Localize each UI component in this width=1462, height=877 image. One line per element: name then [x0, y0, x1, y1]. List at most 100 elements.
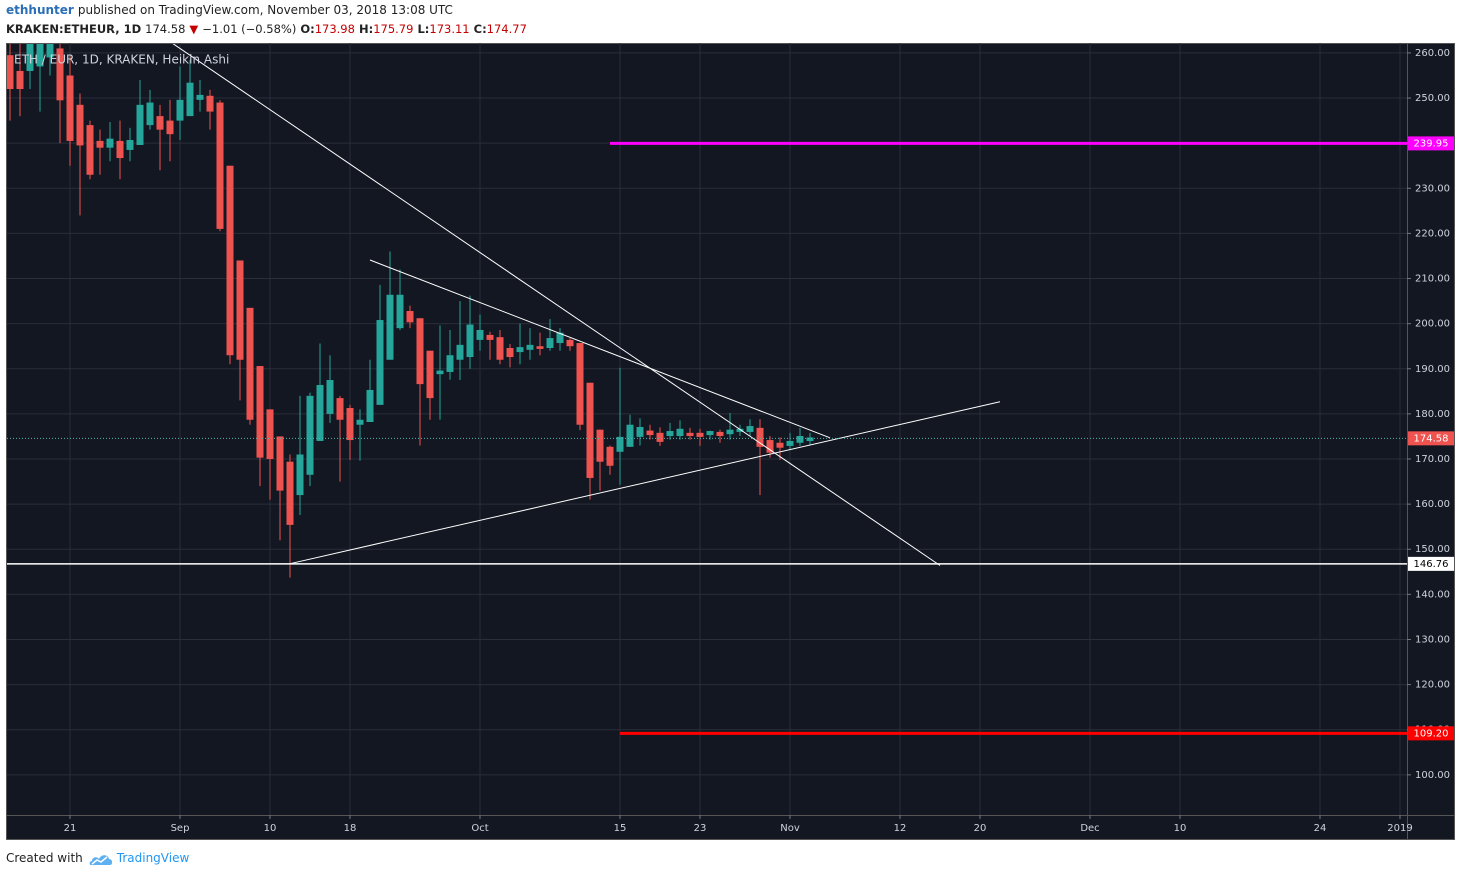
candle-body — [676, 428, 684, 436]
x-tick-label: 20 — [974, 823, 987, 834]
symbol-line: KRAKEN:ETHEUR, 1D 174.58 ▼ −1.01 (−0.58%) O:… — [6, 22, 527, 36]
candle-body — [486, 334, 494, 340]
x-tick-label: 12 — [894, 823, 907, 834]
candle-body — [356, 419, 364, 425]
o-label: O: — [300, 22, 315, 36]
candle-body — [396, 294, 404, 329]
candle-body — [466, 324, 474, 358]
x-tick-label: 24 — [1314, 823, 1327, 834]
candle-body — [766, 440, 774, 453]
candle-body — [256, 366, 264, 458]
candle-body — [636, 426, 644, 437]
y-tick-label: 260.00 — [1415, 48, 1450, 59]
y-tick-label: 200.00 — [1415, 319, 1450, 330]
chart-legend: ETH / EUR, 1D, KRAKEN, Heikin Ashi — [14, 53, 229, 67]
candle-body — [96, 140, 104, 148]
candle-body — [246, 307, 254, 420]
c-label: C: — [473, 22, 487, 36]
candle-body — [776, 442, 784, 448]
symbol: KRAKEN:ETHEUR, 1D — [6, 22, 142, 36]
candle-body — [526, 344, 534, 350]
x-tick-label: Sep — [171, 823, 190, 834]
candle-body — [276, 436, 284, 491]
c-value: 174.77 — [486, 22, 527, 36]
x-tick-label: Dec — [1080, 823, 1099, 834]
brand[interactable]: TradingView — [116, 851, 190, 865]
candle-body — [366, 389, 374, 423]
x-tick-label: 10 — [1174, 823, 1187, 834]
candle-body — [806, 437, 814, 442]
x-tick-label: 18 — [344, 823, 357, 834]
candle-body — [36, 44, 44, 67]
candle-body — [576, 343, 584, 425]
candle-body — [426, 350, 434, 399]
candle-body — [536, 346, 544, 349]
level-label-bg — [1408, 726, 1454, 741]
candle-body — [126, 140, 134, 150]
level-label: 146.76 — [1414, 559, 1449, 570]
change: −1.01 (−0.58%) — [202, 22, 297, 36]
x-tick-label: 15 — [614, 823, 627, 834]
l-value: 173.11 — [429, 22, 470, 36]
trendline — [172, 44, 941, 566]
candle-body — [726, 429, 734, 435]
y-tick-label: 120.00 — [1415, 680, 1450, 691]
candle-body — [296, 454, 304, 496]
candle-body — [436, 370, 444, 375]
candle-body — [716, 431, 724, 436]
last-price: 174.58 — [145, 22, 186, 36]
candle-body — [7, 55, 14, 90]
tradingview-logo[interactable] — [89, 852, 113, 866]
candle-body — [336, 398, 344, 420]
candle-body — [416, 318, 424, 385]
candle-body — [666, 431, 674, 436]
arrow: ▼ — [189, 22, 199, 36]
trendline — [369, 259, 831, 439]
chart: 100.00110.00120.00130.00140.00150.00160.… — [6, 43, 1455, 840]
candle-body — [156, 116, 164, 130]
o-value: 173.98 — [314, 22, 355, 36]
x-tick-label: 10 — [264, 823, 277, 834]
author[interactable]: ethhunter — [6, 3, 74, 17]
candle-body — [516, 347, 524, 353]
candle-body — [76, 104, 84, 146]
candle-body — [566, 339, 574, 347]
candle-body — [646, 430, 654, 436]
candle-body — [746, 426, 754, 432]
chart-background — [6, 43, 1455, 840]
y-tick-label: 230.00 — [1415, 183, 1450, 194]
candle-body — [476, 329, 484, 340]
x-tick-label: 23 — [694, 823, 707, 834]
candle-body — [236, 260, 244, 360]
candle-body — [26, 44, 34, 71]
candle-body — [136, 104, 144, 145]
candle-body — [176, 99, 184, 121]
y-tick-label: 160.00 — [1415, 499, 1450, 510]
candle-body — [86, 125, 94, 175]
candle-body — [686, 432, 694, 436]
candle-body — [556, 332, 564, 344]
candle-body — [226, 165, 234, 356]
candle-body — [376, 320, 384, 405]
candle-body — [796, 435, 804, 443]
level-label: 109.20 — [1414, 728, 1449, 739]
candle-body — [446, 355, 454, 372]
candle-body — [306, 395, 314, 475]
x-tick-label: 21 — [64, 823, 77, 834]
candle-body — [496, 337, 504, 360]
candle-body — [656, 432, 664, 442]
candle-body — [186, 82, 194, 117]
level-label: 239.95 — [1414, 138, 1449, 149]
y-tick-label: 150.00 — [1415, 544, 1450, 555]
level-label-bg — [1408, 556, 1454, 571]
candle-body — [46, 44, 54, 58]
published: published on TradingView.com, November 0… — [77, 3, 453, 17]
x-tick-label: 2019 — [1387, 823, 1412, 834]
candle-body — [216, 102, 224, 229]
candle-body — [206, 95, 214, 112]
candle-body — [196, 94, 204, 100]
candle-body — [546, 338, 554, 349]
y-tick-label: 130.00 — [1415, 634, 1450, 645]
level-label-bg — [1408, 136, 1454, 151]
